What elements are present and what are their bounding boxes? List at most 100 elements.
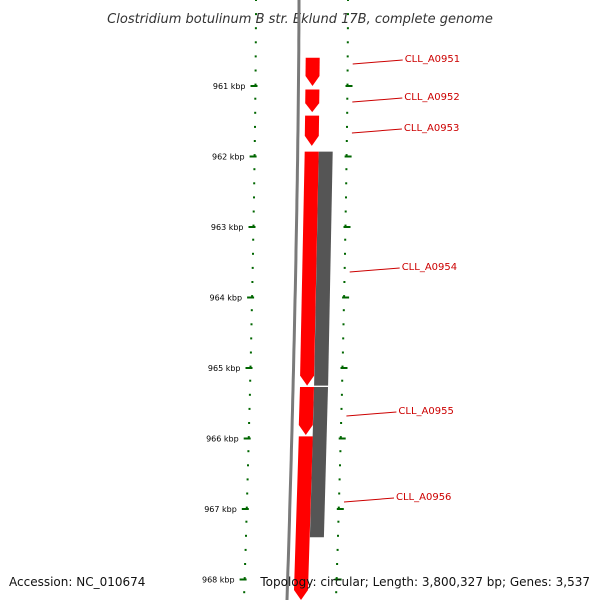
minor-tick <box>253 182 256 185</box>
minor-tick <box>346 97 349 100</box>
gene-arrow[interactable] <box>294 436 313 600</box>
minor-tick <box>347 13 349 16</box>
major-tick <box>239 578 247 581</box>
minor-tick <box>346 111 349 114</box>
backbone <box>285 0 301 600</box>
gene-labels: CLL_A0951 CLL_A0952 CLL_A0953 CLL_A0954 CLL_… <box>343 54 460 503</box>
gene-label-leader <box>349 267 400 273</box>
minor-tick <box>335 591 338 594</box>
gene-label-leader <box>351 128 402 134</box>
gene-arrow[interactable] <box>298 387 314 435</box>
minor-tick <box>252 224 255 227</box>
tick-label: 965 kbp <box>208 364 241 373</box>
minor-tick <box>245 506 248 509</box>
major-tick <box>247 296 255 299</box>
minor-tick <box>339 464 341 467</box>
minor-tick <box>251 281 254 283</box>
tick-label: 963 kbp <box>211 223 244 232</box>
topology-text: Topology: circular; Length: 3,800,327 bp… <box>260 575 590 589</box>
minor-tick <box>249 351 252 354</box>
minor-tick <box>347 0 349 1</box>
minor-tick <box>248 407 251 410</box>
major-tick <box>344 155 352 158</box>
major-tick <box>334 578 342 581</box>
minor-tick <box>346 69 349 72</box>
minor-tick <box>344 252 346 255</box>
minor-tick <box>253 140 256 142</box>
tick-label: 962 kbp <box>212 153 245 162</box>
gene-arrow[interactable] <box>305 89 320 113</box>
major-tick <box>245 367 253 369</box>
minor-tick <box>243 591 246 594</box>
minor-tick <box>337 520 340 523</box>
minor-tick <box>343 266 346 269</box>
tick-label: 967 kbp <box>204 505 237 514</box>
minor-tick <box>254 41 257 44</box>
tick-label: 961 kbp <box>213 82 246 91</box>
minor-tick <box>339 450 342 453</box>
gene-label[interactable]: CLL_A0956 <box>396 492 451 503</box>
minor-tick <box>254 83 257 86</box>
gene-label-leader <box>346 411 397 417</box>
gene-label[interactable]: CLL_A0953 <box>404 123 459 134</box>
gene-arrow[interactable] <box>304 115 320 146</box>
minor-tick <box>248 393 251 396</box>
minor-tick <box>254 55 257 58</box>
gene-arrow[interactable] <box>300 151 319 386</box>
minor-tick <box>342 337 345 340</box>
major-tick <box>340 367 348 369</box>
minor-tick <box>247 450 250 453</box>
backbone-line <box>285 0 301 600</box>
minor-tick <box>345 140 348 142</box>
minor-tick <box>346 83 349 86</box>
minor-tick <box>252 252 254 255</box>
minor-tick <box>252 238 255 241</box>
gene-label-leader <box>352 59 403 65</box>
minor-tick <box>345 168 348 171</box>
minor-tick <box>254 111 257 114</box>
minor-tick <box>346 55 349 58</box>
minor-tick <box>249 379 252 382</box>
major-tick <box>248 226 256 228</box>
minor-tick <box>345 154 348 157</box>
major-tick <box>338 437 346 440</box>
gene-label[interactable]: CLL_A0955 <box>398 406 453 417</box>
minor-tick <box>253 154 256 157</box>
minor-tick <box>341 365 344 368</box>
minor-tick <box>254 97 257 100</box>
forward-strand-genes <box>294 57 320 600</box>
minor-tick <box>255 0 257 1</box>
minor-tick <box>249 365 252 368</box>
gene-arrow[interactable] <box>305 57 320 86</box>
gene-label-leader <box>352 97 403 103</box>
minor-tick <box>344 210 347 213</box>
minor-tick <box>336 548 339 551</box>
minor-tick <box>338 492 341 495</box>
minor-tick <box>336 563 339 565</box>
minor-tick <box>341 379 344 382</box>
minor-tick <box>346 41 349 44</box>
minor-tick <box>255 13 257 16</box>
minor-tick <box>254 27 257 30</box>
minor-tick <box>247 436 250 439</box>
minor-tick <box>346 125 348 128</box>
minor-tick <box>245 520 248 523</box>
reverse-feature-block <box>309 387 328 538</box>
minor-tick <box>246 478 249 481</box>
minor-tick <box>340 407 343 410</box>
minor-tick <box>248 422 251 424</box>
gene-label[interactable]: CLL_A0952 <box>404 92 459 103</box>
minor-tick <box>340 422 343 424</box>
gene-label[interactable]: CLL_A0954 <box>402 262 457 273</box>
minor-tick <box>250 309 253 312</box>
tick-label: 968 kbp <box>202 576 235 585</box>
minor-tick <box>244 563 247 565</box>
minor-tick <box>245 534 247 537</box>
gene-label[interactable]: CLL_A0951 <box>405 54 460 65</box>
minor-tick <box>344 238 347 241</box>
major-tick <box>243 437 251 440</box>
minor-tick <box>254 69 257 72</box>
minor-tick <box>345 182 348 185</box>
reverse-feature-block <box>314 151 333 386</box>
minor-tick <box>251 266 254 269</box>
